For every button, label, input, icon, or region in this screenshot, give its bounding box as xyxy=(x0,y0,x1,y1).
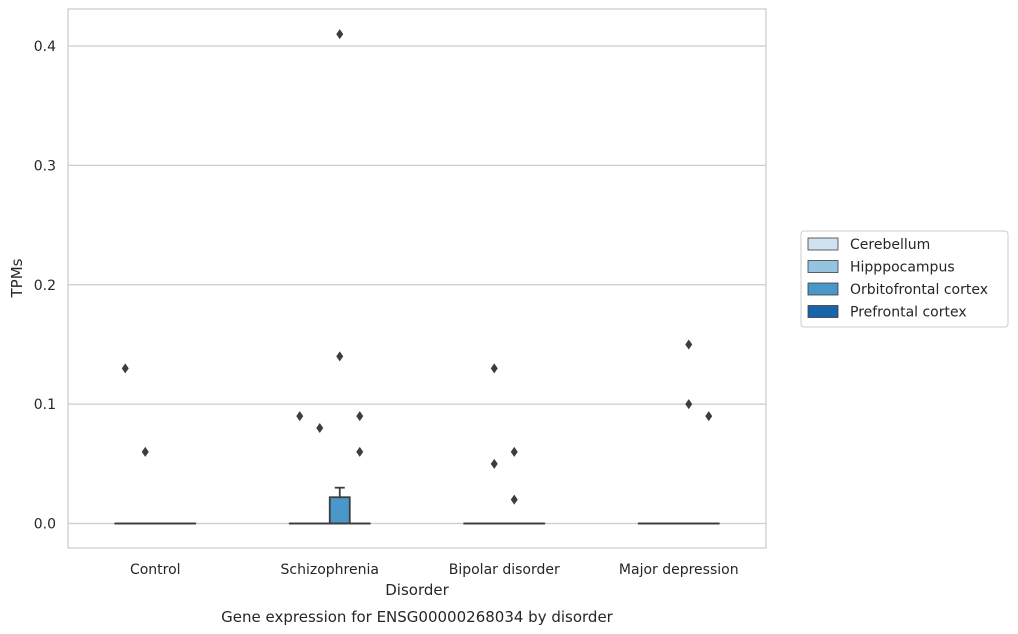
plot-background xyxy=(68,9,766,548)
legend-label: Prefrontal cortex xyxy=(850,305,967,321)
x-tick-labels: Control Schizophrenia Bipolar disorder Majo… xyxy=(130,562,739,578)
x-tick-label: Control xyxy=(130,562,181,578)
flier-point xyxy=(336,29,344,40)
flier-point xyxy=(685,339,693,350)
fliers xyxy=(121,29,713,505)
y-tick-labels: 0.0 0.1 0.2 0.3 0.4 xyxy=(34,39,56,533)
legend-frame xyxy=(800,230,1009,328)
flier-point xyxy=(336,351,344,362)
legend-swatch xyxy=(807,260,839,273)
flier-point xyxy=(705,411,713,422)
legend: Cerebellum Hipppocampus Orbitofrontal cort… xyxy=(800,230,1009,328)
y-tick-label: 0.0 xyxy=(34,517,56,533)
x-tick-label: Schizophrenia xyxy=(281,562,379,578)
y-axis-title: TPMs xyxy=(8,258,26,298)
boxes xyxy=(114,486,720,525)
y-tick-label: 0.1 xyxy=(34,397,56,413)
y-tick-label: 0.4 xyxy=(34,39,56,55)
flier-point xyxy=(490,458,498,469)
flier-point xyxy=(510,494,518,505)
flier-point xyxy=(356,446,364,457)
box xyxy=(328,496,351,525)
x-tick-label: Major depression xyxy=(619,562,739,578)
flier-point xyxy=(316,423,324,433)
flier-point xyxy=(141,446,149,457)
flier-point xyxy=(356,411,364,422)
legend-label: Hipppocampus xyxy=(850,260,955,276)
flier-point xyxy=(685,399,693,410)
x-axis-title: Disorder xyxy=(385,581,449,599)
box-group xyxy=(328,486,351,525)
flier-point xyxy=(510,446,518,457)
legend-swatch xyxy=(807,305,839,318)
chart-title: Gene expression for ENSG00000268034 by d… xyxy=(221,608,614,626)
y-tick-label: 0.2 xyxy=(34,278,56,294)
y-tick-label: 0.3 xyxy=(34,158,56,174)
x-tick-label: Bipolar disorder xyxy=(449,562,560,578)
flier-point xyxy=(296,411,304,422)
legend-label: Orbitofrontal cortex xyxy=(850,282,988,298)
legend-label: Cerebellum xyxy=(850,237,930,253)
plot-frame xyxy=(67,8,767,549)
flier-point xyxy=(121,363,129,374)
flier-point xyxy=(490,363,498,374)
legend-swatch xyxy=(807,237,839,251)
legend-swatch xyxy=(807,282,839,296)
